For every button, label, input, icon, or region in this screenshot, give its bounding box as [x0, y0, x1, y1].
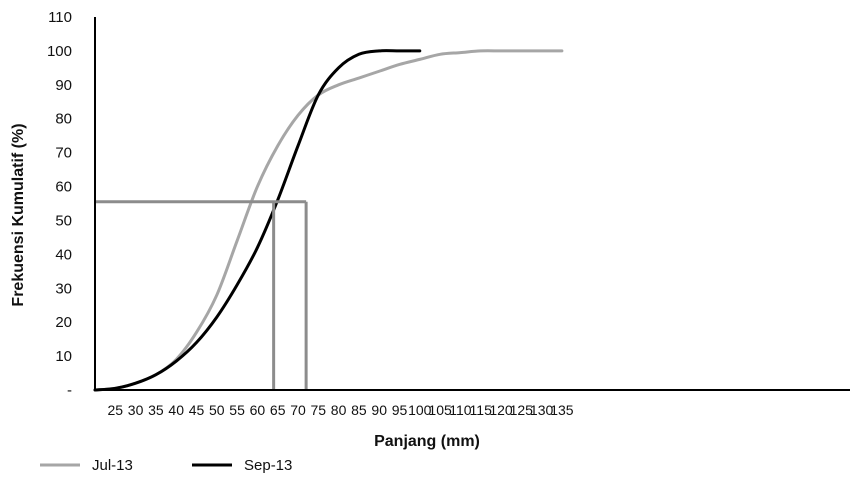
- y-tick-label: 70: [55, 145, 72, 162]
- series-line-sep-13: [93, 49, 422, 392]
- x-tick-label: 105: [428, 402, 452, 418]
- y-tick-label: 100: [47, 43, 72, 60]
- x-tick-label: 70: [290, 402, 306, 418]
- y-tick-label: 50: [55, 212, 72, 229]
- legend-label-jul-13: Jul-13: [92, 457, 133, 474]
- x-tick-label: 135: [550, 402, 574, 418]
- y-axis-title: Frekuensi Kumulatif (%): [10, 123, 27, 306]
- x-tick-label: 130: [530, 402, 554, 418]
- x-tick-label: 115: [470, 402, 493, 418]
- x-tick-label: 110: [449, 402, 472, 418]
- x-tick-label: 85: [351, 402, 367, 418]
- x-tick-label: 35: [148, 402, 164, 418]
- x-tick-label: 75: [311, 402, 327, 418]
- x-tick-label: 125: [510, 402, 534, 418]
- series-line-jul-13: [93, 49, 564, 392]
- y-tick-label: 20: [55, 314, 72, 331]
- y-tick-label: 80: [55, 111, 72, 128]
- x-tick-label: 40: [168, 402, 184, 418]
- x-tick-label: 30: [128, 402, 144, 418]
- reference-lines: [95, 200, 308, 390]
- x-tick-label: 100: [408, 402, 432, 418]
- x-tick-label: 65: [270, 402, 286, 418]
- axes: [94, 17, 850, 391]
- x-tick-label: 25: [108, 402, 124, 418]
- x-tick-label: 90: [371, 402, 387, 418]
- x-tick-label: 120: [489, 402, 513, 418]
- y-tick-label: 60: [55, 179, 72, 196]
- y-tick-label: 40: [55, 246, 72, 263]
- x-tick-label: 95: [392, 402, 408, 418]
- x-tick-label: 60: [250, 402, 266, 418]
- y-tick-label: -: [67, 382, 72, 399]
- x-tick-label: 55: [229, 402, 245, 418]
- x-axis-title: Panjang (mm): [374, 433, 480, 450]
- legend-label-sep-13: Sep-13: [244, 457, 292, 474]
- y-tick-label: 10: [55, 348, 72, 365]
- plot-lines: [93, 49, 564, 392]
- y-tick-label: 90: [55, 77, 72, 94]
- x-tick-label: 50: [209, 402, 225, 418]
- x-tick-label: 80: [331, 402, 347, 418]
- x-tick-labels: 25 30 35 40 45 50 55 60 65 70 75 80 85 90 95 1001051101…: [108, 402, 574, 418]
- x-tick-label: 45: [189, 402, 205, 418]
- legend: Jul-13 Sep-13: [40, 457, 292, 474]
- y-tick-label: 30: [55, 280, 72, 297]
- y-tick-labels: - 10 20 30 40 50 60 70 80 90 100 110: [47, 9, 72, 399]
- y-tick-label: 110: [48, 9, 72, 26]
